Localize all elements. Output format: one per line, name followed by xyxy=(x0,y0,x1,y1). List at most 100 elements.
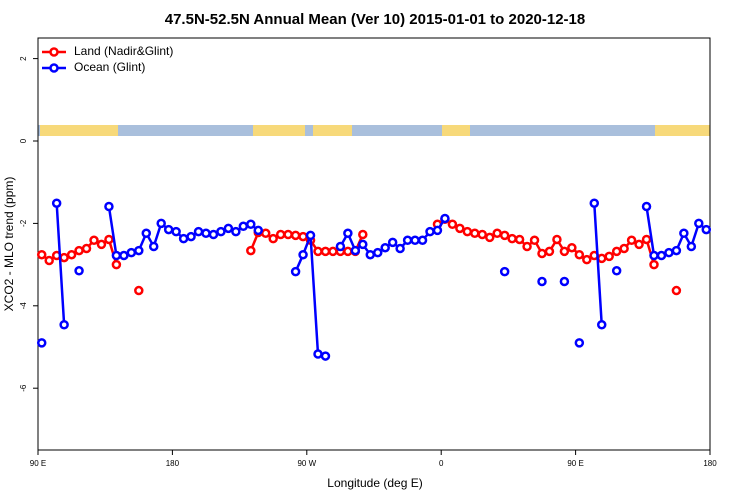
data-point xyxy=(36,338,47,348)
data-point xyxy=(671,245,682,256)
data-point xyxy=(208,229,219,240)
chart-title: 47.5N-52.5N Annual Mean (Ver 10) 2015-01… xyxy=(165,11,585,28)
data-point xyxy=(216,226,226,237)
data-point xyxy=(440,213,450,224)
data-point xyxy=(246,245,256,256)
data-point xyxy=(358,229,368,240)
x-tick-label: 180 xyxy=(703,459,717,468)
data-point xyxy=(402,235,413,246)
data-point xyxy=(574,338,585,348)
data-point xyxy=(372,247,383,258)
data-point xyxy=(290,266,301,277)
x-tick-label: 90 E xyxy=(30,459,46,468)
data-point xyxy=(596,320,607,330)
data-point xyxy=(320,351,331,361)
data-point xyxy=(223,223,234,234)
y-axis-label: XCO2 - MLO trend (ppm) xyxy=(2,177,16,312)
data-point xyxy=(522,241,532,252)
data-point xyxy=(104,234,114,245)
data-point xyxy=(171,226,181,237)
data-point xyxy=(701,224,712,235)
data-point xyxy=(201,228,211,239)
data-point xyxy=(455,223,465,234)
data-point xyxy=(260,228,271,239)
data-point xyxy=(477,229,488,240)
data-point xyxy=(387,237,398,248)
data-point xyxy=(320,246,331,257)
data-point xyxy=(246,219,256,229)
data-point xyxy=(111,250,122,261)
legend-marker xyxy=(49,47,59,57)
data-point xyxy=(96,239,107,250)
data-point xyxy=(395,243,405,254)
data-point xyxy=(74,245,84,256)
data-point xyxy=(328,246,338,257)
data-point xyxy=(559,246,570,257)
data-point xyxy=(470,228,480,239)
y-tick-label: -6 xyxy=(19,384,28,392)
data-point xyxy=(679,228,689,239)
data-point xyxy=(537,276,547,287)
y-tick-label: -4 xyxy=(19,302,28,310)
data-point xyxy=(641,234,652,245)
data-point xyxy=(694,218,704,229)
x-tick-label: 90 E xyxy=(567,459,583,468)
data-point xyxy=(380,242,390,253)
data-point xyxy=(290,230,301,241)
data-point xyxy=(417,235,428,246)
data-point xyxy=(544,246,555,257)
data-point xyxy=(298,231,308,242)
data-point xyxy=(619,243,629,254)
data-point xyxy=(238,221,249,232)
data-point xyxy=(51,198,62,208)
data-point xyxy=(604,251,614,262)
data-point xyxy=(410,235,420,246)
y-tick-label: -2 xyxy=(19,219,28,227)
legend-marker xyxy=(49,63,59,73)
data-point xyxy=(358,239,368,250)
data-point xyxy=(432,225,443,236)
data-point xyxy=(193,226,204,237)
x-tick-label: 90 W xyxy=(297,459,316,468)
data-point xyxy=(231,226,241,237)
data-point xyxy=(343,246,353,257)
data-point xyxy=(596,253,607,264)
data-point xyxy=(283,229,293,240)
data-point xyxy=(611,266,622,276)
data-point xyxy=(268,233,278,244)
data-point xyxy=(111,259,122,270)
data-point xyxy=(507,233,517,244)
y-tick-label: 2 xyxy=(19,56,28,61)
x-tick-label: 0 xyxy=(439,459,444,468)
data-point xyxy=(350,245,361,256)
data-point xyxy=(104,201,114,212)
data-point xyxy=(656,250,667,261)
data-point xyxy=(66,249,77,260)
x-axis-label: Longitude (deg E) xyxy=(327,476,422,490)
data-point xyxy=(141,228,152,239)
data-point xyxy=(59,320,69,330)
data-point xyxy=(492,228,502,239)
plot-frame xyxy=(37,37,711,451)
data-point xyxy=(514,234,525,245)
data-point xyxy=(537,248,547,259)
data-point xyxy=(425,226,435,237)
data-point xyxy=(275,229,286,240)
data-point xyxy=(89,235,99,246)
data-point xyxy=(298,249,308,260)
data-point xyxy=(559,276,570,287)
data-point xyxy=(574,249,585,260)
y-tick-label: 0 xyxy=(19,138,28,143)
data-point xyxy=(462,226,473,237)
data-point xyxy=(313,349,323,359)
data-point xyxy=(484,232,495,243)
data-point xyxy=(626,235,637,246)
data-point xyxy=(81,243,92,254)
data-point xyxy=(447,219,458,229)
data-point xyxy=(178,233,189,244)
data-point xyxy=(186,231,196,242)
map-strip xyxy=(38,125,710,136)
data-point xyxy=(126,247,137,258)
data-point xyxy=(499,266,510,277)
